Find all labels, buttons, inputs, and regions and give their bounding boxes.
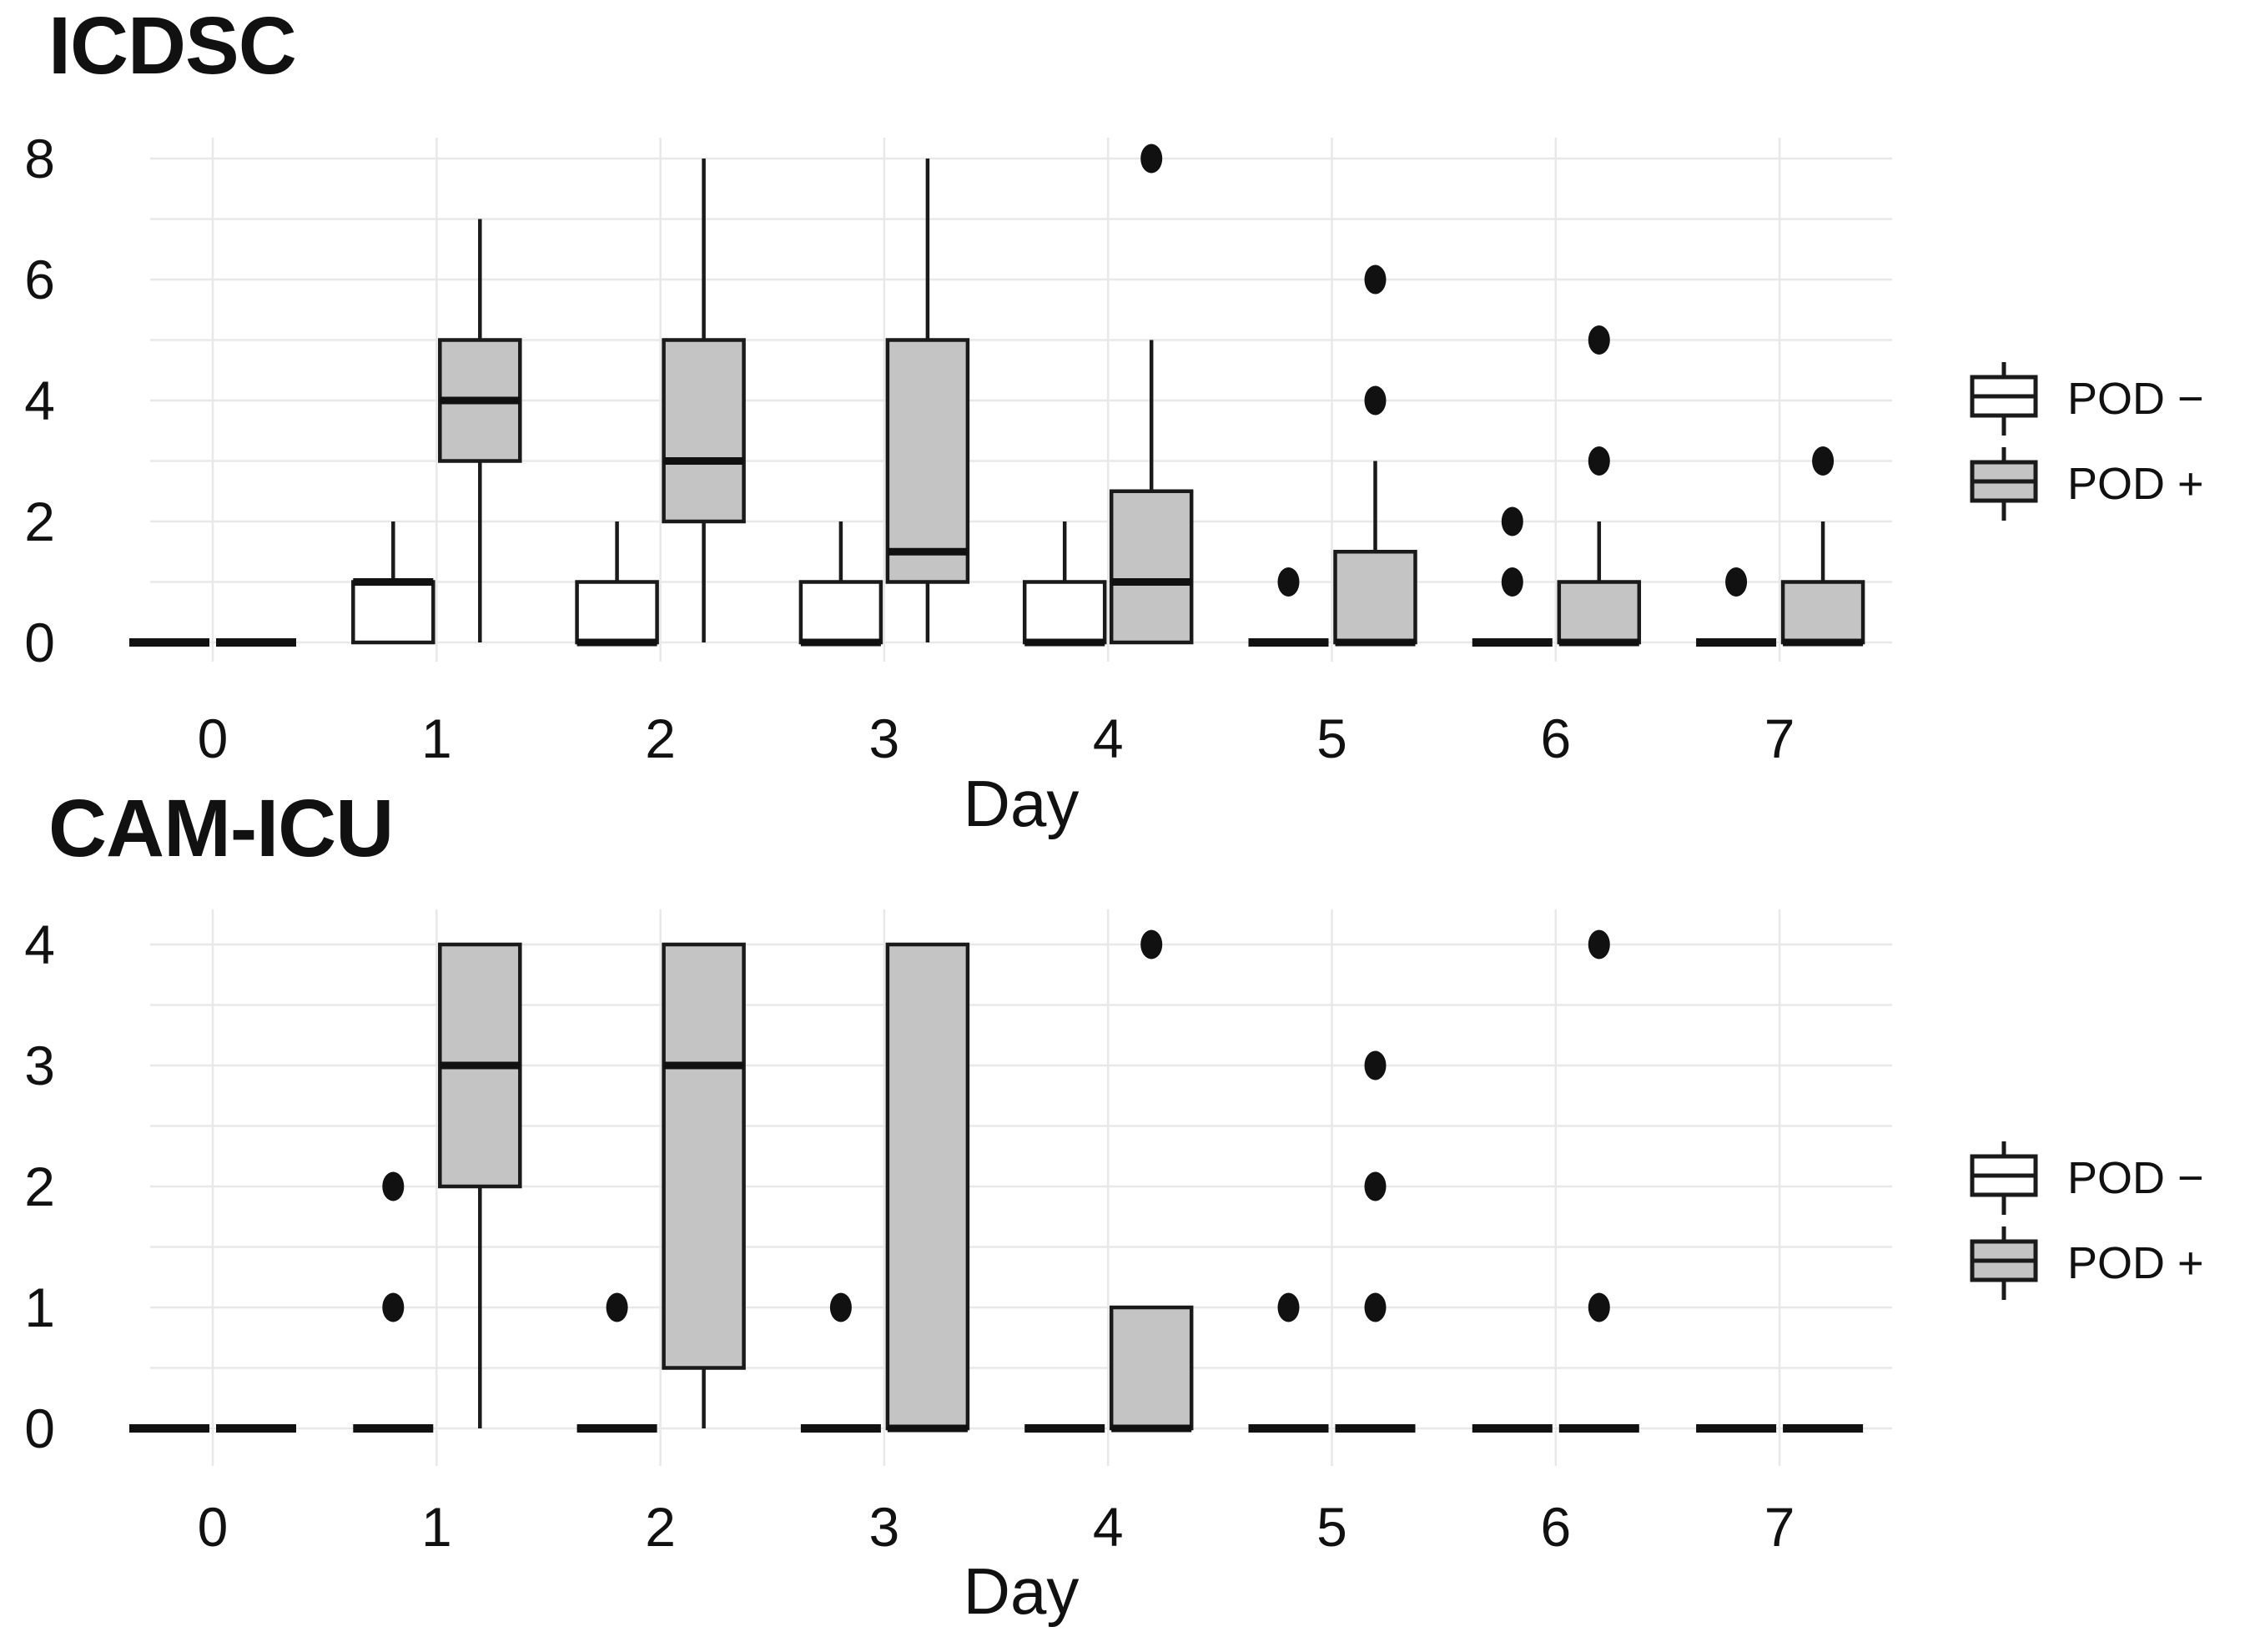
box: [885, 942, 970, 1431]
box: [1109, 489, 1194, 645]
y-tick-label: 8: [24, 128, 55, 189]
boxplot-glyph-pod-pos-icon: [1970, 447, 2038, 521]
x-tick-label: 7: [1764, 1496, 1795, 1558]
outlier-dot: [1364, 1292, 1387, 1322]
y-tick-label: 2: [24, 1156, 55, 1217]
outlier-dot: [1140, 929, 1163, 959]
outlier-dot: [1588, 1292, 1610, 1322]
box: [1109, 1305, 1194, 1431]
legend-item-pod-neg: POD −: [1966, 1140, 2204, 1216]
outlier-dot: [1501, 567, 1523, 597]
x-tick-label: 2: [645, 708, 676, 769]
outlier-dot: [1501, 506, 1523, 536]
x-tick-label: 5: [1316, 1496, 1347, 1558]
box: [885, 338, 970, 584]
x-tick-label: 3: [869, 708, 900, 769]
legend-item-pod-neg: POD −: [1966, 360, 2204, 437]
y-tick-label: 3: [24, 1035, 55, 1096]
legend-label-pod-pos: POD +: [2067, 1238, 2204, 1288]
legend-label-pod-neg: POD −: [2067, 1153, 2204, 1203]
x-tick-label: 7: [1764, 708, 1795, 769]
outlier-dot: [606, 1292, 628, 1322]
box: [1780, 580, 1865, 645]
x-tick-label: 1: [421, 1496, 452, 1558]
outlier-dot: [382, 1292, 405, 1322]
icdsc-x-axis-label: Day: [963, 767, 1080, 840]
x-tick-label: 5: [1316, 708, 1347, 769]
box: [1022, 580, 1107, 645]
y-tick-label: 6: [24, 249, 55, 310]
outlier-dot: [1364, 385, 1387, 416]
y-tick-label: 4: [24, 914, 55, 975]
y-tick-label: 0: [24, 612, 55, 673]
legend-label-pod-neg: POD −: [2067, 374, 2204, 424]
box: [798, 580, 883, 645]
outlier-dot: [1364, 1050, 1387, 1080]
box: [662, 942, 746, 1370]
box: [662, 338, 746, 524]
x-tick-label: 6: [1540, 1496, 1571, 1558]
box: [1333, 550, 1417, 645]
camicu-x-axis-label: Day: [963, 1554, 1080, 1628]
x-tick-label: 6: [1540, 708, 1571, 769]
outlier-dot: [1364, 264, 1387, 295]
outlier-dot: [1588, 929, 1610, 959]
x-tick-label: 4: [1093, 708, 1124, 769]
y-tick-label: 2: [24, 491, 55, 552]
legend-icdsc: POD − POD +: [1966, 360, 2204, 522]
legend-label-pod-pos: POD +: [2067, 459, 2204, 509]
outlier-dot: [1277, 1292, 1300, 1322]
x-tick-label: 0: [198, 1496, 229, 1558]
x-tick-label: 3: [869, 1496, 900, 1558]
legend-item-pod-pos: POD +: [1966, 446, 2204, 522]
y-tick-label: 1: [24, 1277, 55, 1338]
outlier-dot: [1140, 144, 1163, 174]
box: [575, 580, 659, 645]
panel-title-icdsc: ICDSC: [48, 0, 297, 91]
outlier-dot: [1277, 567, 1300, 597]
x-tick-label: 2: [645, 1496, 676, 1558]
outlier-dot: [829, 1292, 852, 1322]
outlier-dot: [1364, 1171, 1387, 1201]
outlier-dot: [1725, 567, 1748, 597]
boxplot-glyph-pod-neg-icon: [1970, 1141, 2038, 1215]
x-tick-label: 1: [421, 708, 452, 769]
legend-item-pod-pos: POD +: [1966, 1225, 2204, 1302]
outlier-dot: [1812, 446, 1835, 476]
boxplot-glyph-pod-neg-icon: [1970, 362, 2038, 436]
boxplot-glyph-pod-pos-icon: [1970, 1226, 2038, 1300]
outlier-dot: [1588, 446, 1610, 476]
box: [1557, 580, 1642, 645]
outlier-dot: [382, 1171, 405, 1201]
x-tick-label: 4: [1093, 1496, 1124, 1558]
panel-title-camicu: CAM-ICU: [48, 783, 394, 874]
x-tick-label: 0: [198, 708, 229, 769]
y-tick-label: 0: [24, 1398, 55, 1459]
box: [351, 580, 435, 645]
legend-camicu: POD − POD +: [1966, 1140, 2204, 1302]
y-tick-label: 4: [24, 370, 55, 431]
outlier-dot: [1588, 325, 1610, 355]
